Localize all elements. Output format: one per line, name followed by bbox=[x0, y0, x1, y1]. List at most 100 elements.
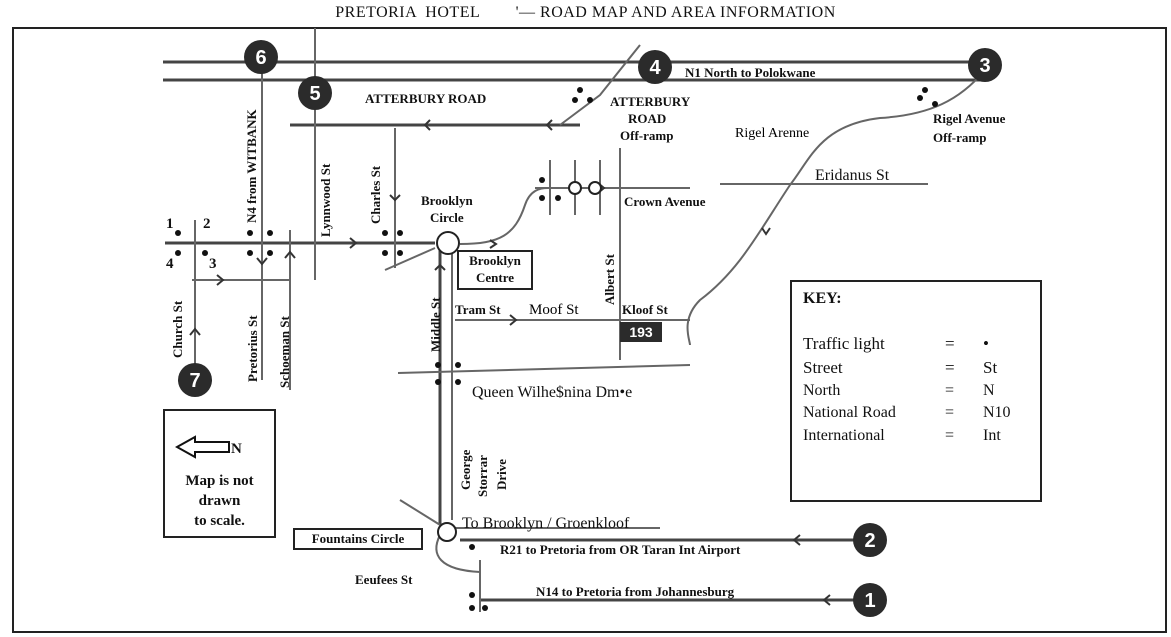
middle-street-label: Middle St bbox=[428, 297, 443, 352]
lynnwood-street-label: Lynnwood St bbox=[318, 163, 333, 237]
eeufees-label: Eeufees St bbox=[355, 572, 413, 587]
atterbury-road-label: ATTERBURY ROAD bbox=[365, 91, 486, 106]
marker-2: 2 bbox=[853, 523, 887, 557]
scale-box: N Map is not drawn to scale. bbox=[163, 409, 276, 538]
n4-label: N4 from WITBANK bbox=[244, 108, 259, 223]
map-frame bbox=[12, 27, 1167, 633]
marker-4: 4 bbox=[638, 50, 672, 84]
n14-label: N14 to Pretoria from Johannesburg bbox=[536, 584, 735, 599]
brooklyn-centre-label-1: Brooklyn bbox=[469, 253, 521, 268]
crown-circle-2 bbox=[588, 181, 602, 195]
schoeman-street-label: Schoeman St bbox=[277, 315, 292, 388]
tram-street-label: Tram St bbox=[455, 302, 501, 317]
key-row-national-road: National Road = N10 bbox=[803, 404, 1038, 426]
marker-3: 3 bbox=[968, 48, 1002, 82]
north-label: N bbox=[231, 441, 242, 457]
key-eq: = bbox=[945, 382, 955, 399]
key-eq: = bbox=[945, 334, 955, 353]
rigel-offramp-label-1: Rigel Avenue bbox=[933, 111, 1006, 126]
crown-avenue-label: Crown Avenue bbox=[624, 194, 706, 209]
brooklyn-circle-label-1: Brooklyn bbox=[421, 193, 474, 208]
scale-note-line-3: to scale. bbox=[194, 513, 245, 529]
key-title: KEY: bbox=[803, 290, 842, 307]
brooklyn-centre-label-2: Centre bbox=[475, 270, 515, 285]
crown-circle-1 bbox=[568, 181, 582, 195]
queen-road bbox=[397, 364, 691, 374]
key-row-street: Street = St bbox=[803, 358, 1038, 380]
fountains-circle-shape bbox=[437, 522, 457, 542]
key-row-traffic-light: Traffic light = • bbox=[803, 334, 1038, 356]
key-value: • bbox=[983, 334, 989, 353]
north-arrow-icon bbox=[175, 435, 230, 459]
key-label: International bbox=[803, 427, 885, 444]
map-key: KEY: Traffic light = • Street = St North… bbox=[790, 280, 1042, 502]
svg-text:4: 4 bbox=[649, 57, 661, 79]
george-label-3: Drive bbox=[494, 459, 509, 490]
queen-label: Queen Wilhe$nina Dm•e bbox=[472, 384, 632, 401]
route-193-shield bbox=[620, 322, 662, 342]
key-value: N bbox=[983, 382, 995, 399]
atterbury-offramp-label-3: Off-ramp bbox=[620, 128, 673, 143]
corner-number-3: 3 bbox=[209, 256, 217, 272]
to-brooklyn-label: To Brooklyn / Groenkloof bbox=[462, 515, 630, 532]
key-eq: = bbox=[945, 404, 955, 421]
scale-note-line-2: drawn bbox=[198, 493, 241, 509]
key-row-north: North = N bbox=[803, 382, 1038, 404]
key-label: National Road bbox=[803, 404, 896, 421]
rigel-offramp-road bbox=[686, 69, 986, 346]
corner-number-1: 1 bbox=[166, 216, 174, 232]
svg-text:5: 5 bbox=[309, 83, 320, 105]
brooklyn-circle-shape bbox=[436, 231, 460, 255]
atterbury-offramp-label-2: ROAD bbox=[628, 111, 666, 126]
key-label: North bbox=[803, 382, 841, 399]
atterbury-offramp-road bbox=[559, 44, 641, 126]
brooklyn-to-crown-road bbox=[459, 187, 549, 245]
scale-note: Map is not drawn to scale. bbox=[165, 471, 274, 531]
key-eq: = bbox=[945, 358, 955, 377]
key-label: Traffic light bbox=[803, 334, 885, 353]
kloof-street-label: Kloof St bbox=[622, 302, 669, 317]
key-label: Street bbox=[803, 358, 843, 377]
pretorius-street-label: Pretorius St bbox=[245, 315, 260, 382]
fountains-circle-box: Fountains Circle bbox=[293, 528, 423, 550]
r21-label: R21 to Pretoria from OR Taran Int Airpor… bbox=[500, 542, 741, 557]
atterbury-offramp-label-1: ATTERBURY bbox=[610, 94, 691, 109]
page-title: PRETORIA HOTEL '— ROAD MAP AND AREA INFO… bbox=[335, 4, 836, 21]
marker-5: 5 bbox=[298, 76, 332, 110]
rigel-offramp-label-2: Off-ramp bbox=[933, 130, 986, 145]
fountains-circle-label: Fountains Circle bbox=[311, 531, 405, 546]
charles-diagonal-road bbox=[384, 247, 436, 271]
key-row-international: International = Int bbox=[803, 427, 1038, 449]
corner-number-4: 4 bbox=[166, 256, 174, 272]
fountains-diag-road bbox=[399, 499, 446, 529]
svg-text:1: 1 bbox=[864, 590, 875, 612]
n1-label: N1 North to Polokwane bbox=[685, 65, 816, 80]
marker-7: 7 bbox=[178, 363, 212, 397]
charles-street-label: Charles St bbox=[368, 165, 383, 224]
george-label-1: George bbox=[458, 449, 473, 490]
church-street-label: Church St bbox=[170, 300, 185, 358]
albert-street-label: Albert St bbox=[602, 253, 617, 305]
brooklyn-circle-label-2: Circle bbox=[430, 210, 464, 225]
moof-street-label: Moof St bbox=[529, 302, 579, 318]
key-value: N10 bbox=[983, 404, 1011, 421]
marker-1: 1 bbox=[853, 583, 887, 617]
traffic-lights bbox=[175, 87, 938, 611]
svg-text:6: 6 bbox=[255, 47, 266, 69]
key-value: Int bbox=[983, 427, 1001, 444]
marker-6: 6 bbox=[244, 40, 278, 74]
corner-number-2: 2 bbox=[203, 216, 211, 232]
svg-text:7: 7 bbox=[189, 370, 200, 392]
brooklyn-centre-box: Brooklyn Centre bbox=[457, 250, 533, 290]
route-193-label: 193 bbox=[629, 324, 653, 340]
rigel-arenne-label: Rigel Arenne bbox=[735, 126, 809, 141]
svg-text:3: 3 bbox=[979, 55, 990, 77]
svg-text:2: 2 bbox=[864, 530, 875, 552]
george-label-2: Storrar bbox=[475, 455, 490, 497]
key-value: St bbox=[983, 358, 998, 377]
key-eq: = bbox=[945, 427, 955, 444]
eridanus-label: Eridanus St bbox=[815, 167, 890, 184]
fountains-loop-road bbox=[435, 534, 481, 573]
scale-note-line-1: Map is not bbox=[185, 473, 254, 489]
